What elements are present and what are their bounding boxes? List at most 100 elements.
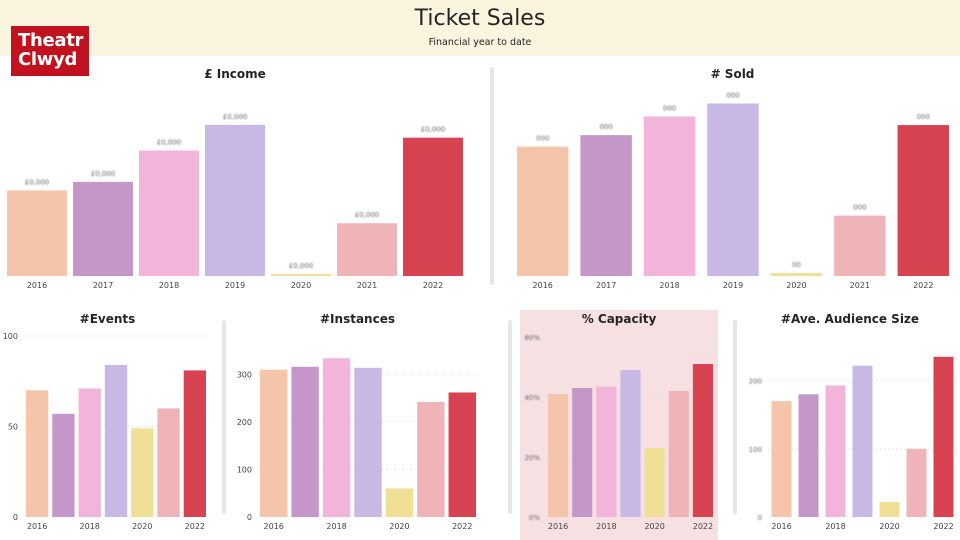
income-xtick-label-2022: 2022 xyxy=(423,281,443,290)
events-xtick-label-2020: 2020 xyxy=(132,522,152,531)
sold-xtick-label-2018: 2018 xyxy=(659,281,679,290)
capacity-bar-2020[interactable] xyxy=(644,448,665,517)
sold-chart-svg: 000 2016 000 2017 000 2018 000 2019 00 2020 000 202… xyxy=(517,92,949,290)
audience-bar-2017[interactable] xyxy=(798,394,819,517)
sold-bar-2017[interactable] xyxy=(580,135,632,276)
events-bar-2020[interactable] xyxy=(131,428,154,517)
events-ytick-label: 100 xyxy=(3,332,18,341)
income-chart[interactable]: £ Income £0,000 2016 £0,000 2017 £0,000 2018 £… xyxy=(0,62,470,292)
divider-bottom-2 xyxy=(508,320,512,514)
events-bar-2018[interactable] xyxy=(78,388,101,517)
audience-bar-2016[interactable] xyxy=(771,401,792,517)
events-bar-2021[interactable] xyxy=(157,408,180,517)
audience-bar-2021[interactable] xyxy=(906,448,927,517)
income-bar-2020[interactable] xyxy=(271,274,331,276)
income-data-label-2022: £0,000 xyxy=(421,126,446,134)
audience-bar-2019[interactable] xyxy=(852,365,873,517)
capacity-ytick-label: 20% xyxy=(524,454,540,462)
capacity-ytick-label: 40% xyxy=(524,394,540,402)
logo-line-2: Clwyd xyxy=(18,49,78,70)
instances-xtick-label-2016: 2016 xyxy=(264,522,284,531)
instances-chart-title: #Instances xyxy=(320,312,395,326)
divider-bottom-3 xyxy=(733,320,737,514)
instances-xtick-label-2018: 2018 xyxy=(326,522,346,531)
instances-bar-2019[interactable] xyxy=(354,367,382,517)
sold-bar-2016[interactable] xyxy=(517,146,569,276)
audience-xtick-label-2018: 2018 xyxy=(825,522,845,531)
capacity-bar-2021[interactable] xyxy=(668,391,689,517)
instances-chart-svg: 0 100 200 300 2016 2018 2020 2022 xyxy=(237,358,478,531)
instances-bar-2022[interactable] xyxy=(448,392,476,517)
audience-chart[interactable]: #Ave. Audience Size 0 100 200 2016 2018 2020 2… xyxy=(740,306,960,540)
income-data-label-2019: £0,000 xyxy=(223,113,248,121)
events-chart[interactable]: #Events 0 50 100 2016 2018 2020 2022 xyxy=(0,306,215,540)
capacity-chart-svg: 0% 20% 40% 60% 2016 2018 2020 2022 xyxy=(524,334,715,531)
audience-xtick-label-2020: 2020 xyxy=(879,522,899,531)
events-bar-2019[interactable] xyxy=(104,364,128,517)
audience-chart-title: #Ave. Audience Size xyxy=(780,312,920,326)
events-xtick-label-2016: 2016 xyxy=(27,522,47,531)
sold-data-label-2017: 000 xyxy=(599,123,612,131)
audience-bar-2022[interactable] xyxy=(933,356,954,517)
instances-bar-2017[interactable] xyxy=(291,366,319,517)
capacity-bar-2016[interactable] xyxy=(548,394,569,517)
instances-ytick-label: 100 xyxy=(237,465,252,474)
income-data-label-2021: £0,000 xyxy=(355,211,380,219)
sold-data-label-2019: 000 xyxy=(726,92,739,100)
sold-bar-2018[interactable] xyxy=(643,116,696,276)
income-data-label-2018: £0,000 xyxy=(157,139,182,147)
instances-xtick-label-2022: 2022 xyxy=(452,522,472,531)
instances-ytick-label: 0 xyxy=(247,513,252,522)
income-xtick-label-2020: 2020 xyxy=(291,281,311,290)
capacity-ytick-label: 0% xyxy=(529,514,540,522)
sold-bar-2022[interactable] xyxy=(897,125,949,276)
sold-xtick-label-2021: 2021 xyxy=(850,281,870,290)
audience-bar-2018[interactable] xyxy=(825,385,846,517)
capacity-chart[interactable]: % Capacity 0% 20% 40% 60% 2016 2018 2020 2022 xyxy=(520,306,718,540)
income-xtick-label-2021: 2021 xyxy=(357,281,377,290)
income-data-label-2016: £0,000 xyxy=(25,178,50,186)
sold-bar-2021[interactable] xyxy=(834,215,886,276)
audience-bar-2020[interactable] xyxy=(879,502,900,517)
sold-bar-2019[interactable] xyxy=(707,103,759,277)
capacity-bar-2019[interactable] xyxy=(620,370,641,517)
income-bar-2018[interactable] xyxy=(139,150,199,276)
divider-bottom-1 xyxy=(222,320,226,514)
events-chart-svg: 0 50 100 2016 2018 2020 2022 xyxy=(3,332,208,531)
sold-xtick-label-2020: 2020 xyxy=(786,281,806,290)
capacity-xtick-label-2016: 2016 xyxy=(548,522,568,531)
events-chart-title: #Events xyxy=(79,312,136,326)
income-bar-2016[interactable] xyxy=(7,190,67,276)
sold-xtick-label-2017: 2017 xyxy=(596,281,616,290)
instances-bar-2021[interactable] xyxy=(417,401,445,517)
capacity-xtick-label-2018: 2018 xyxy=(596,522,616,531)
income-chart-svg: £0,000 2016 £0,000 2017 £0,000 2018 £0,000 2019… xyxy=(7,113,463,290)
events-ytick-label: 0 xyxy=(13,513,18,522)
capacity-xtick-label-2022: 2022 xyxy=(693,522,713,531)
events-bar-2017[interactable] xyxy=(52,413,75,517)
logo-line-1: Theatr xyxy=(18,30,84,51)
instances-bar-2020[interactable] xyxy=(385,488,414,517)
income-bar-2019[interactable] xyxy=(205,124,265,276)
instances-bar-2016[interactable] xyxy=(260,369,288,517)
capacity-xtick-label-2020: 2020 xyxy=(644,522,664,531)
income-bar-2022[interactable] xyxy=(403,137,463,276)
income-bar-2021[interactable] xyxy=(337,223,397,276)
capacity-bar-2018[interactable] xyxy=(596,386,617,518)
capacity-ytick-label: 60% xyxy=(524,334,540,342)
sold-xtick-label-2016: 2016 xyxy=(533,281,553,290)
sold-chart[interactable]: # Sold 000 2016 000 2017 000 2018 000 2019 00 202… xyxy=(505,62,960,292)
capacity-bar-2022[interactable] xyxy=(692,364,713,517)
income-xtick-label-2018: 2018 xyxy=(159,281,179,290)
divider-top xyxy=(490,67,494,285)
sold-chart-title: # Sold xyxy=(710,67,755,81)
events-xtick-label-2022: 2022 xyxy=(185,522,205,531)
instances-chart[interactable]: #Instances 0 100 200 300 2016 2018 2020 2022 xyxy=(230,306,485,540)
instances-bar-2018[interactable] xyxy=(322,358,351,517)
sold-data-label-2018: 000 xyxy=(663,104,676,112)
capacity-bar-2017[interactable] xyxy=(572,388,593,517)
events-bar-2016[interactable] xyxy=(26,390,49,517)
sold-bar-2020[interactable] xyxy=(770,273,823,276)
income-bar-2017[interactable] xyxy=(73,181,133,276)
events-bar-2022[interactable] xyxy=(183,370,206,517)
